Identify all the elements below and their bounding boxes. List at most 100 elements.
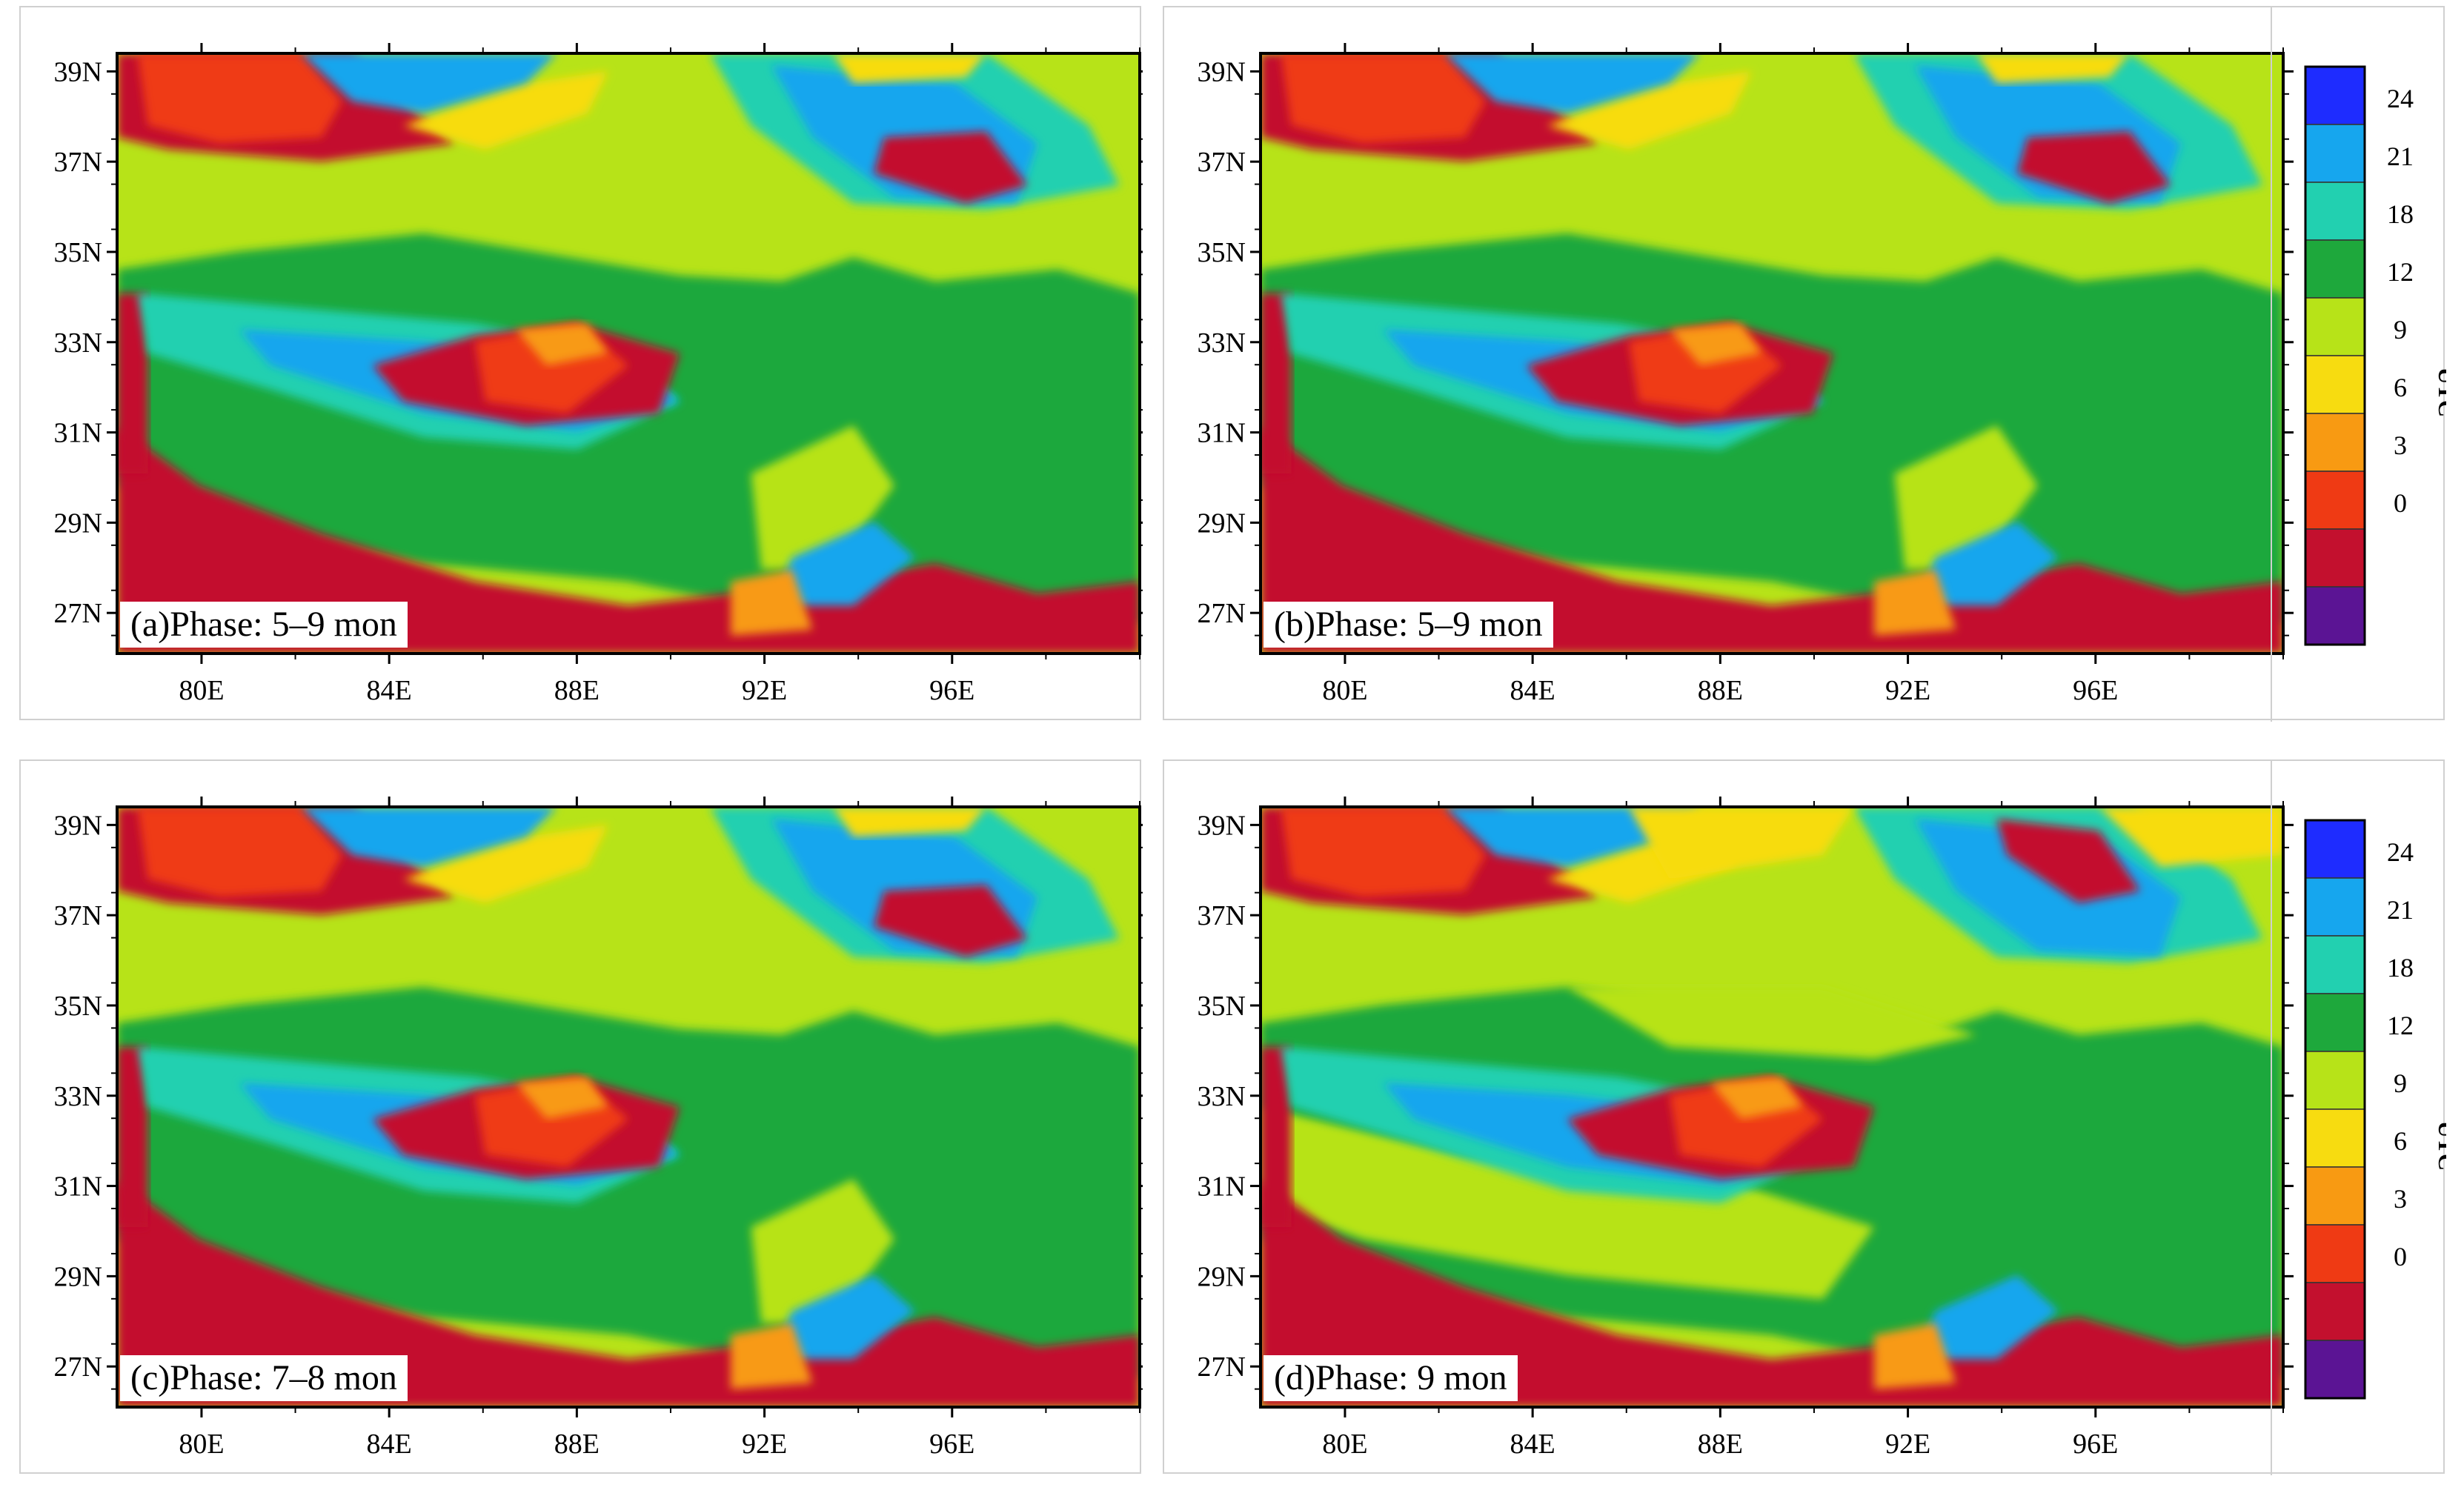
lat-tick-label: 27N (54, 598, 102, 629)
lat-tick-label: 39N (1198, 810, 1246, 841)
north-blue (301, 53, 557, 113)
lat-tick-label: 29N (54, 508, 102, 539)
colorbar-swatch (2305, 239, 2365, 299)
colorbar-swatch (2305, 413, 2365, 472)
colorbar-label: 21 (2387, 895, 2414, 925)
lon-tick-label: 88E (1698, 675, 1743, 706)
ne-yellow (1976, 53, 2130, 84)
lat-tick-label: 31N (54, 1171, 102, 1203)
lon-tick-label: 88E (554, 1429, 600, 1460)
lat-tick-label: 37N (54, 900, 102, 931)
axes: 39N 37N 35N 33N 31N 29N 27N 80E 84E 88E 92E 96E (54, 797, 1143, 1460)
colorbar-swatch (2305, 1224, 2365, 1283)
western-darkred (1261, 293, 1292, 473)
colorbar-swatch (2305, 993, 2365, 1052)
lon-tick-label: 80E (179, 1429, 224, 1460)
map-plot-d: 39N 37N 35N 33N 31N 29N 27N 80E 84E 88E 92E 96E 24 21… (1198, 761, 2446, 1475)
colorbar-swatch (2305, 877, 2365, 937)
lat-tick-label: 39N (54, 810, 102, 841)
colorbar-swatch (2305, 1340, 2365, 1399)
western-darkred (117, 1047, 148, 1227)
lime-patch (1261, 1107, 1874, 1300)
lat-tick-label: 27N (54, 1352, 102, 1383)
lat-tick-label: 31N (1198, 418, 1246, 449)
plot-frame (1259, 805, 2285, 1409)
colorbar-swatch (2305, 820, 2365, 879)
lat-tick-label: 29N (1198, 1261, 1246, 1292)
lon-tick-label: 80E (1322, 1429, 1367, 1460)
map-field (1261, 53, 2283, 654)
north-yellow (1547, 71, 1752, 150)
lat-tick-label: 27N (1198, 598, 1246, 629)
central-orange (1710, 1077, 1803, 1120)
lat-tick-label: 35N (54, 991, 102, 1022)
colorbar-title: UTC (2434, 1121, 2446, 1171)
western-darkred (117, 293, 148, 473)
colorbar-swatch (2305, 586, 2365, 645)
panel-c: 39N 37N 35N 33N 31N 29N 27N 80E 84E 88E 92E 96E (c)… (19, 759, 1143, 1474)
colorbar-label: 21 (2387, 142, 2414, 171)
colorbar: 24 21 18 12 9 6 3 0 UTC (2271, 761, 2446, 1475)
colorbar-label: 18 (2387, 953, 2414, 983)
colorbar-label: 0 (2394, 488, 2407, 518)
lat-tick-label: 27N (1198, 1352, 1246, 1383)
lon-tick-label: 84E (1510, 675, 1555, 706)
phase-label-a: (a)Phase: 5–9 mon (120, 602, 408, 648)
plot-frame (116, 805, 1141, 1409)
map-field (117, 807, 1140, 1407)
north-red (1281, 53, 1486, 144)
colorbar-swatch (2305, 471, 2365, 530)
colorbar: 24 21 18 12 9 6 3 0 UTC (2271, 7, 2446, 722)
map-plot-b: 39N 37N 35N 33N 31N 29N 27N 80E 84E 88E 92E 96E 24 21… (1198, 7, 2446, 722)
lon-tick-label: 96E (929, 1429, 974, 1460)
colorbar-swatch (2305, 1108, 2365, 1168)
lat-tick-label: 35N (54, 237, 102, 268)
ne-yellow (2099, 807, 2283, 867)
lat-tick-label: 33N (54, 328, 102, 359)
qaidam-red (874, 885, 1028, 957)
lon-tick-label: 80E (179, 675, 224, 706)
plot-frame (116, 52, 1141, 655)
lon-tick-label: 88E (1698, 1429, 1743, 1460)
se-blue (1915, 1274, 2059, 1360)
central-orange (1670, 323, 1762, 366)
colorbar-swatch (2305, 66, 2365, 125)
phase-label-d: (d)Phase: 9 mon (1263, 1355, 1518, 1402)
colorbar-label: 6 (2394, 1126, 2407, 1156)
lon-tick-label: 92E (1885, 1429, 1930, 1460)
panel-b: 39N 37N 35N 33N 31N 29N 27N 80E 84E 88E 92E 96E 24 21… (1163, 6, 2446, 722)
plot-frame (1259, 52, 2285, 655)
lon-tick-label: 92E (1885, 675, 1930, 706)
se-orange (1874, 1323, 1956, 1389)
map-field (1261, 807, 2283, 1407)
lat-tick-label: 33N (1198, 328, 1246, 359)
lime-patch-north (1567, 987, 1976, 1060)
lon-tick-label: 92E (742, 1429, 787, 1460)
north-yellow (403, 825, 608, 903)
panel-d: 39N 37N 35N 33N 31N 29N 27N 80E 84E 88E 92E 96E 24 21… (1163, 759, 2446, 1475)
colorbar-swatch (2305, 124, 2365, 183)
lat-tick-label: 31N (54, 418, 102, 449)
map-plot-a: 39N 37N 35N 33N 31N 29N 27N 80E 84E 88E 92E 96E (54, 43, 1143, 706)
lat-tick-label: 37N (54, 147, 102, 178)
north-blue (301, 807, 557, 867)
lat-tick-label: 35N (1198, 237, 1246, 268)
colorbar-label: 12 (2387, 257, 2414, 287)
lat-tick-label: 33N (1198, 1081, 1246, 1112)
lon-tick-label: 96E (2073, 1429, 2118, 1460)
axes: 39N 37N 35N 33N 31N 29N 27N 80E 84E 88E 92E 96E (1198, 43, 2294, 706)
lon-tick-label: 96E (2073, 675, 2118, 706)
southern-darkred (1261, 1179, 2283, 1407)
map-plot-c: 39N 37N 35N 33N 31N 29N 27N 80E 84E 88E 92E 96E (54, 797, 1143, 1460)
se-orange (731, 1323, 813, 1389)
lat-tick-label: 37N (1198, 147, 1246, 178)
phase-label-b: (b)Phase: 5–9 mon (1263, 602, 1553, 648)
lon-tick-label: 88E (554, 675, 600, 706)
lat-tick-label: 39N (54, 56, 102, 87)
colorbar-title: UTC (2434, 368, 2446, 418)
colorbar-label: 24 (2387, 837, 2414, 867)
colorbar-swatch (2305, 1051, 2365, 1110)
colorbar-swatch (2305, 935, 2365, 994)
north-yellow-d (1628, 807, 1854, 880)
lat-tick-label: 37N (1198, 900, 1246, 931)
